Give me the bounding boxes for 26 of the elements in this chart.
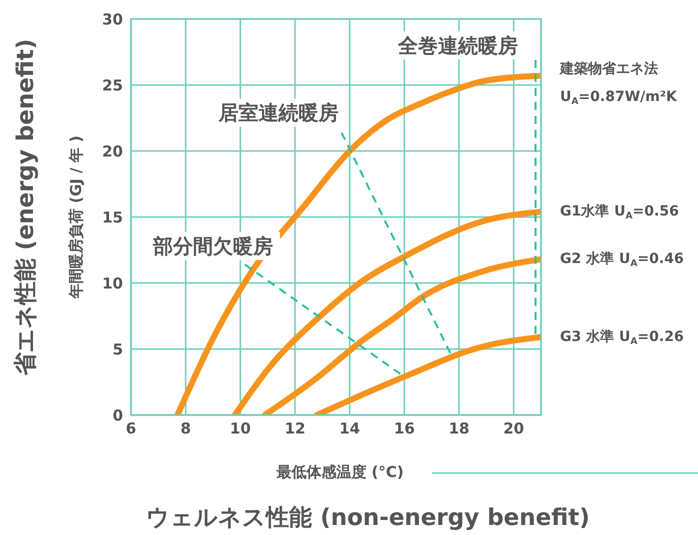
x-tick-label: 18: [448, 420, 470, 438]
x-tick-label: 20: [503, 420, 524, 438]
x-tick-label: 16: [394, 420, 415, 438]
annotation: 居室連続暖房: [218, 100, 339, 125]
annotation: 全巻連続暖房: [397, 33, 518, 58]
series-label: 建築物省エネ法 U$_{A}$=0.87W/m²K: [559, 60, 678, 107]
x-tick-label: 8: [180, 420, 191, 438]
y-tick-label: 30: [102, 10, 123, 28]
y-tick-label: 25: [102, 76, 123, 94]
y-axis-title: 年間暖房負荷 (GJ / 年 ): [67, 136, 85, 300]
x-axis-title: 最低体感温度 (°C): [275, 463, 404, 481]
series-label: G1水準 U$_{A}$=0.56: [560, 204, 679, 222]
x-tick-label: 10: [230, 420, 251, 438]
annotation: 部分間欠暖房: [152, 234, 273, 258]
text: 省エネ性能 (energy benefit): [13, 38, 39, 376]
x-tick-label: 14: [339, 420, 360, 438]
x-tick-label: 12: [284, 420, 306, 438]
y-tick-label: 15: [102, 208, 123, 226]
y-tick-label: 0: [112, 406, 123, 424]
text: ウェルネス性能 (non-energy benefit): [146, 505, 590, 531]
series-label: G2 水準 U$_{A}$=0.46: [560, 251, 684, 270]
y-tick-label: 5: [112, 340, 123, 358]
x-tick-label: 6: [126, 420, 136, 438]
y-tick-label: 10: [102, 274, 123, 292]
y-tick-label: 20: [102, 142, 123, 160]
series-label: G3 水準 U$_{A}$=0.26: [560, 329, 684, 348]
